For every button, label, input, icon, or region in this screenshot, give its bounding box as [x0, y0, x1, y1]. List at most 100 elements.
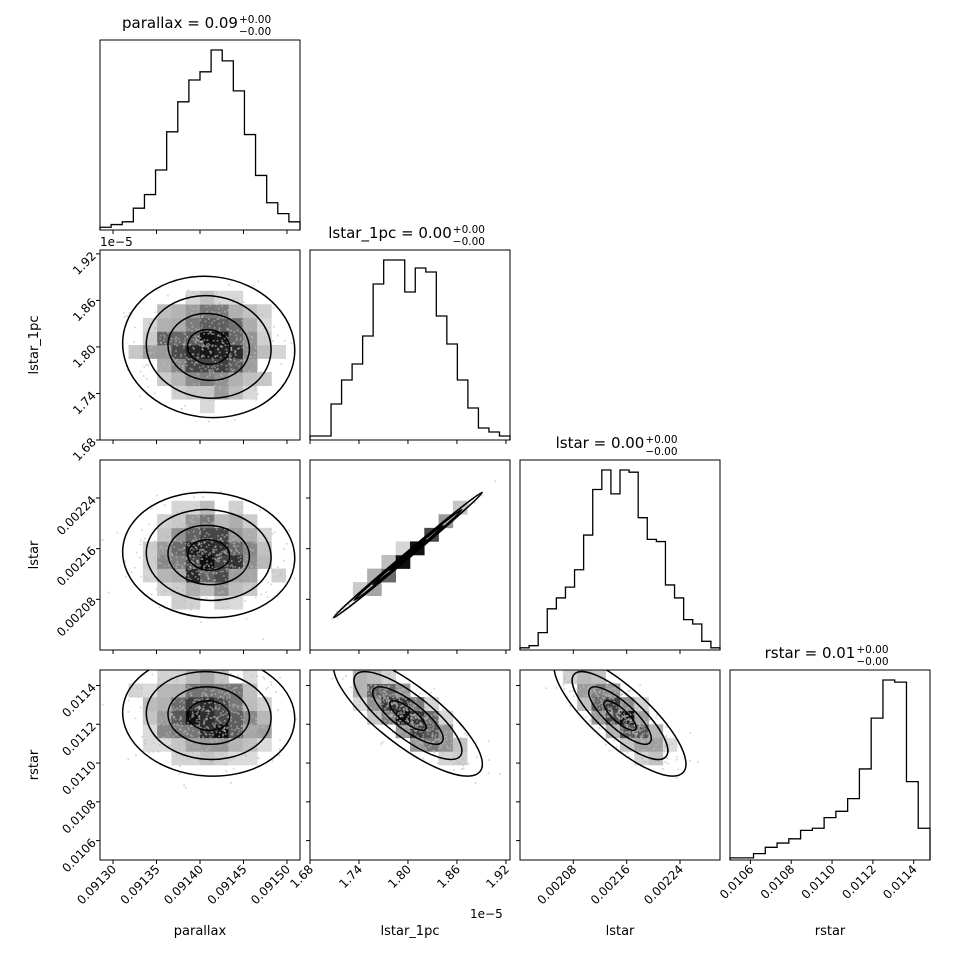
sample-point [232, 703, 235, 706]
sample-point [595, 716, 598, 719]
sample-point [252, 699, 255, 702]
density-cell [142, 737, 158, 752]
sample-point [158, 606, 161, 609]
sample-point [594, 677, 597, 680]
sample-point [234, 542, 237, 545]
sample-point [214, 344, 217, 347]
sample-point [207, 388, 210, 391]
sample-point [173, 723, 176, 726]
sample-point [239, 359, 242, 362]
sample-point [230, 724, 233, 727]
sample-point [130, 571, 133, 574]
sample-point [190, 329, 193, 332]
density-cell [200, 385, 215, 400]
sample-point [175, 563, 178, 566]
sample-point [401, 688, 404, 691]
sample-point [199, 319, 202, 322]
sample-point [400, 704, 403, 707]
sample-point [255, 374, 258, 377]
sample-point [217, 311, 220, 314]
sample-point [234, 306, 237, 309]
sample-point [217, 592, 220, 595]
sample-point [226, 567, 229, 570]
sample-point [208, 733, 211, 736]
sample-point [184, 573, 187, 576]
sample-point [256, 392, 259, 395]
sample-point [675, 777, 678, 780]
sample-point [391, 693, 394, 696]
density-cell [157, 697, 172, 712]
sample-point [182, 513, 185, 516]
sample-point [195, 591, 198, 594]
sample-point [190, 322, 193, 325]
sample-point [184, 404, 187, 407]
sample-point [437, 747, 440, 750]
sample-point [204, 535, 207, 538]
sample-point [404, 719, 407, 722]
sample-point [180, 724, 183, 727]
sample-point [419, 692, 422, 695]
sample-point [199, 564, 202, 567]
sample-point [194, 362, 197, 365]
sample-point [253, 318, 256, 321]
sample-point [214, 558, 217, 561]
sample-point [585, 680, 588, 683]
sample-point [272, 306, 275, 309]
sample-point [214, 692, 217, 695]
sample-point [443, 739, 446, 742]
sample-point [210, 739, 213, 742]
sample-point [592, 700, 595, 703]
sample-point [625, 748, 628, 751]
sample-point [204, 320, 207, 323]
sample-point [167, 734, 170, 737]
sample-point [192, 554, 195, 557]
sample-point [219, 753, 222, 756]
sample-point [256, 550, 259, 553]
sample-point [271, 760, 274, 763]
sample-point [182, 314, 185, 317]
sample-point [168, 564, 171, 567]
sample-point [587, 679, 590, 682]
y-tick-label-rstar: 0.0112 [59, 719, 99, 759]
sample-point [419, 727, 422, 730]
density-cell [214, 317, 229, 332]
sample-point [153, 351, 156, 354]
sample-point [222, 680, 225, 683]
sample-point [216, 364, 219, 367]
sample-point [414, 739, 417, 742]
sample-point [187, 328, 190, 331]
sample-point [243, 334, 246, 337]
x-tick-label-lstar: 0.00208 [534, 862, 579, 907]
sample-point [195, 570, 198, 573]
sample-point [397, 730, 400, 733]
sample-point [186, 758, 189, 761]
y-axis-label-rstar: rstar [27, 749, 42, 780]
sample-point [217, 323, 220, 326]
sample-point [212, 522, 215, 525]
sample-point [194, 391, 197, 394]
sample-point [234, 536, 237, 539]
sample-point [152, 751, 155, 754]
density-cell [157, 304, 172, 319]
sample-point [629, 745, 632, 748]
sample-point [189, 602, 192, 605]
sample-point [240, 728, 243, 731]
density-cell [257, 304, 272, 319]
sample-point [209, 552, 212, 555]
sample-point [238, 365, 241, 368]
sample-point [234, 687, 237, 690]
sample-point [645, 720, 648, 723]
sample-point [640, 748, 643, 751]
sample-point [623, 723, 626, 726]
sample-point [595, 705, 598, 708]
sample-point [174, 359, 177, 362]
sample-point [143, 537, 146, 540]
sample-point [206, 345, 209, 348]
sample-point [277, 709, 280, 712]
sample-point [654, 744, 657, 747]
sample-point [237, 733, 240, 736]
sample-point [165, 535, 168, 538]
sample-point [360, 657, 362, 659]
sample-point [252, 542, 255, 545]
sample-point [206, 375, 209, 378]
